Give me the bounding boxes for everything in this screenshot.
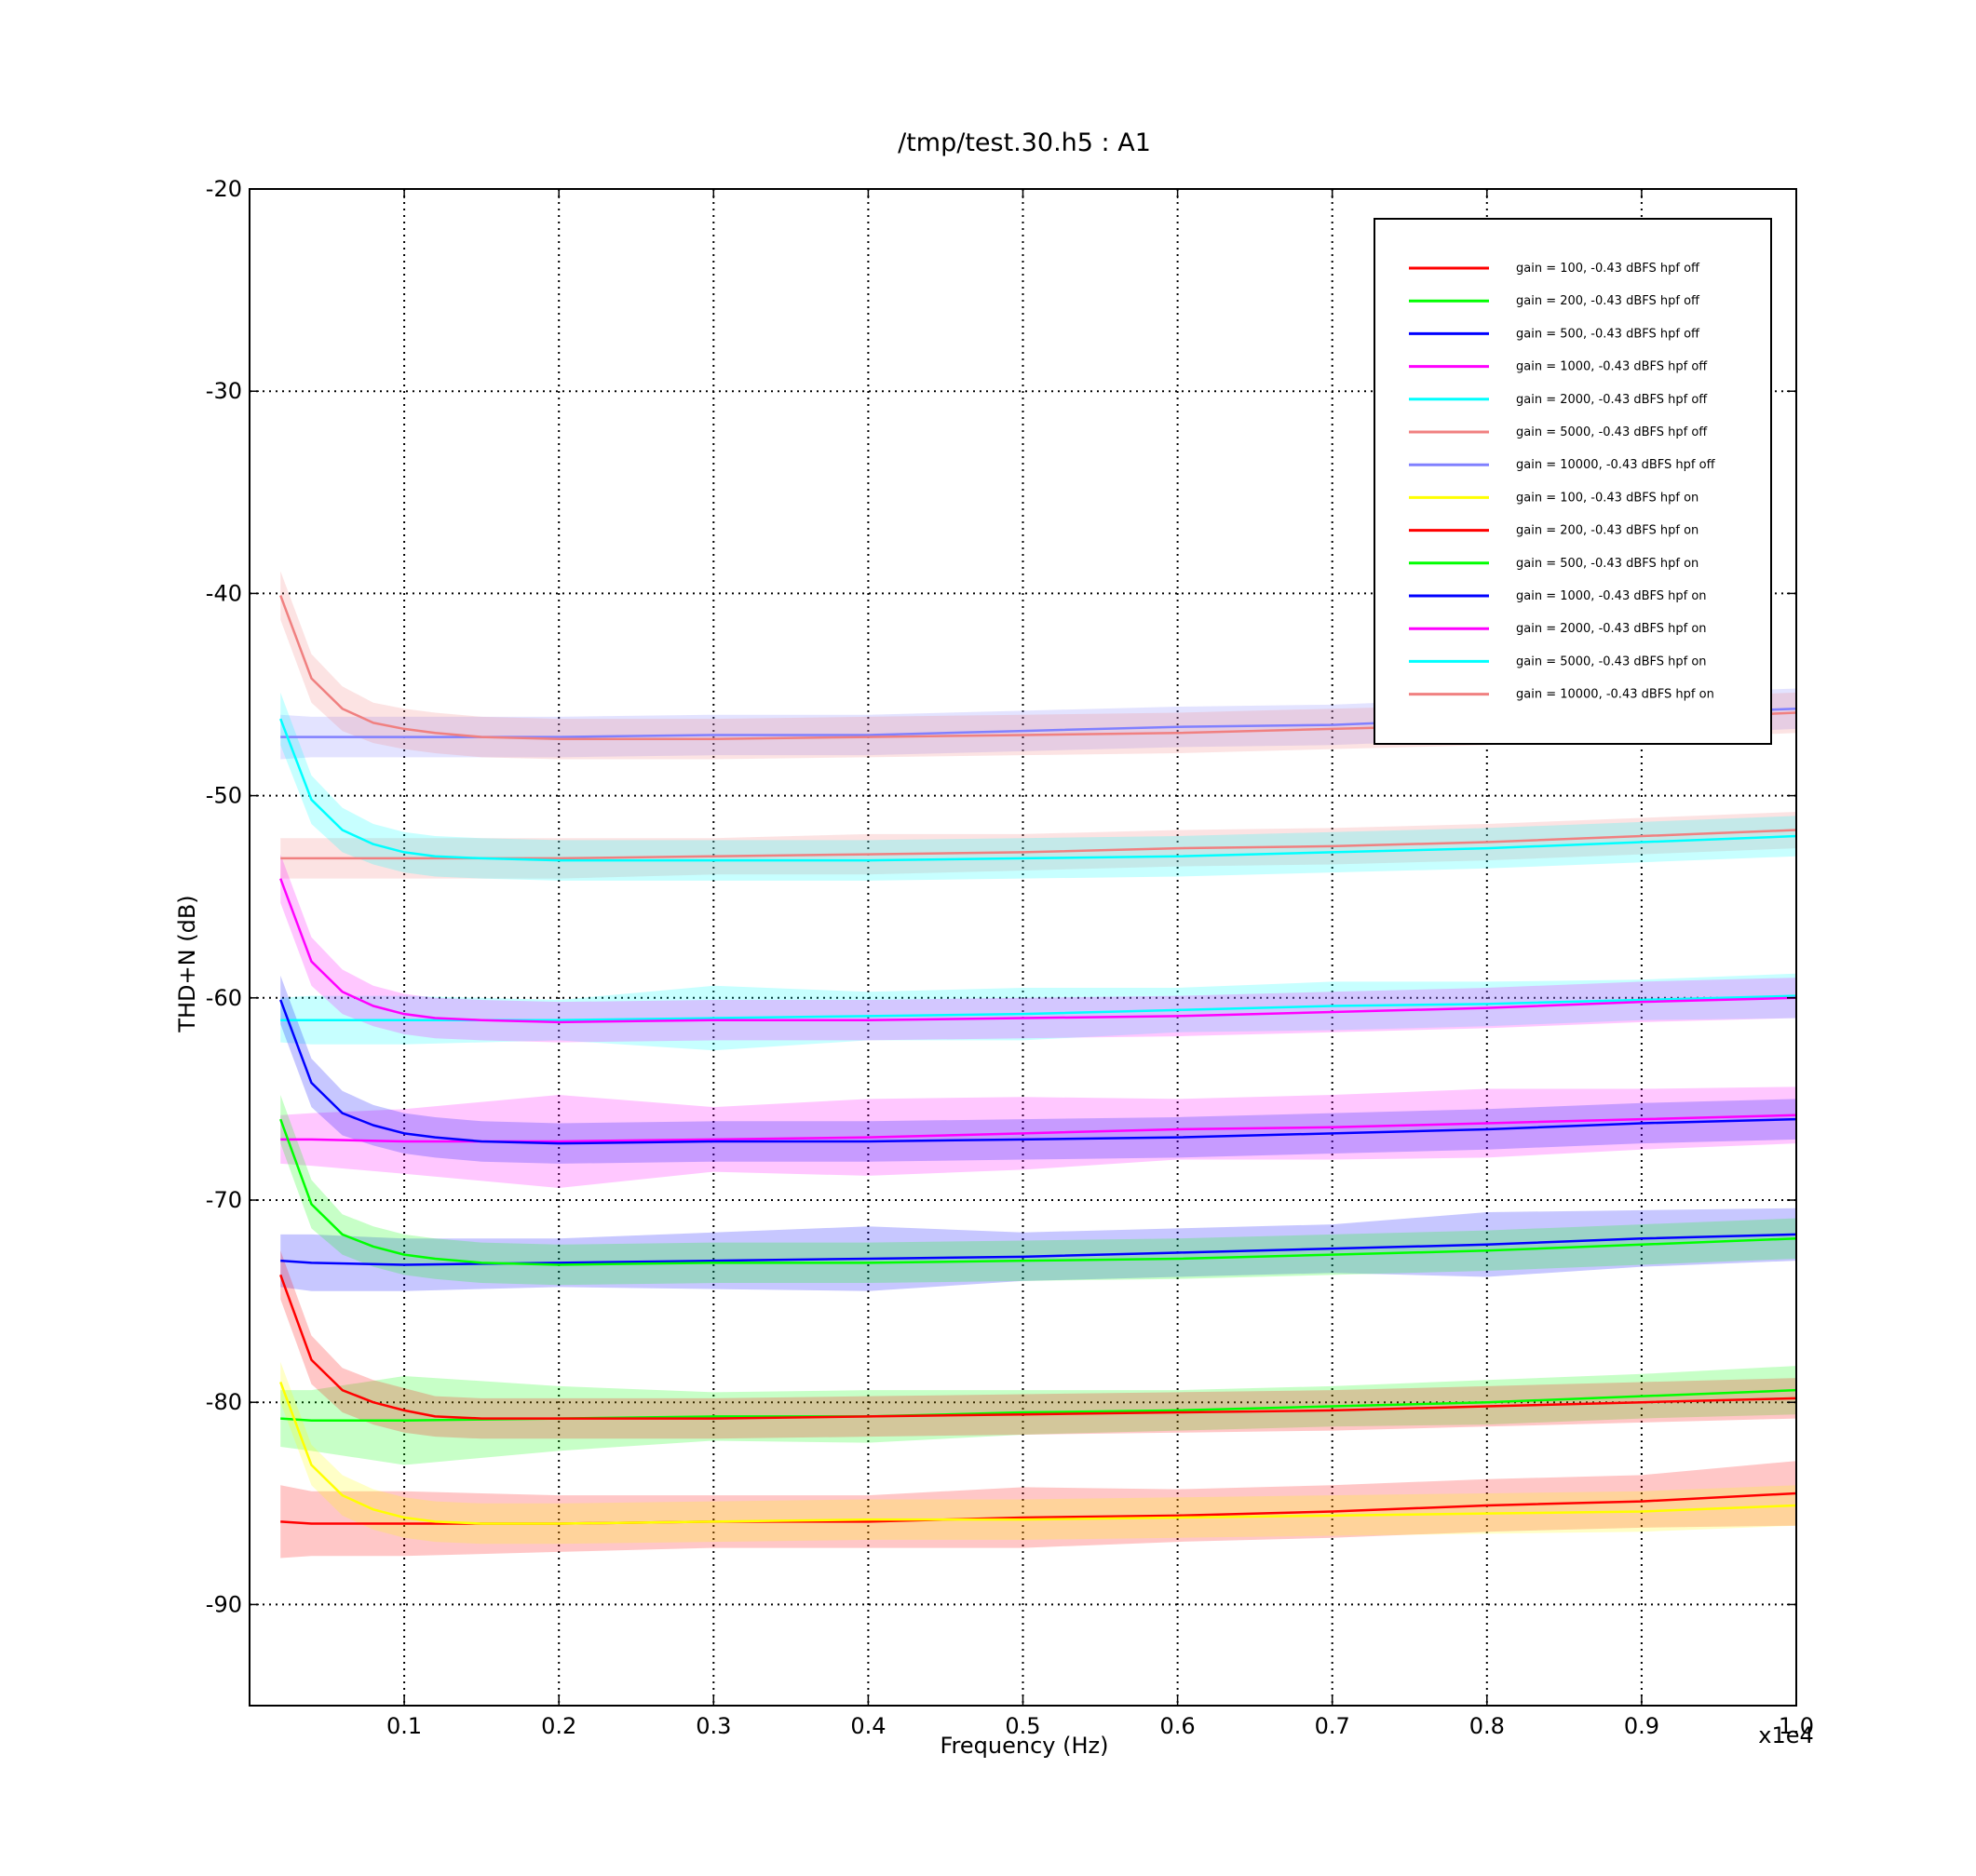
y-tick-label: -20 <box>206 176 242 202</box>
series-line-3 <box>280 1233 1797 1266</box>
legend-entry-label: gain = 10000, -0.43 dBFS hpf off <box>1516 458 1716 472</box>
series-line-10 <box>279 1118 1797 1266</box>
series-band-8 <box>280 1361 1797 1545</box>
x-tick-label: 0.9 <box>1624 1713 1659 1739</box>
series-band-3 <box>280 1208 1797 1291</box>
y-tick-label: -90 <box>206 1591 242 1617</box>
series-band-11 <box>280 975 1797 1164</box>
legend-entry-label: gain = 200, -0.43 dBFS hpf off <box>1516 294 1700 308</box>
x-tick-label: 0.5 <box>1005 1713 1040 1739</box>
series-line-9 <box>279 1274 1797 1420</box>
legend-entry-label: gain = 5000, -0.43 dBFS hpf off <box>1516 425 1708 439</box>
legend-entry-label: gain = 1000, -0.43 dBFS hpf off <box>1516 360 1708 374</box>
legend-entry-label: gain = 2000, -0.43 dBFS hpf on <box>1516 622 1707 636</box>
legend-entry-label: gain = 5000, -0.43 dBFS hpf on <box>1516 655 1707 668</box>
chart-title: /tmp/test.30.h5 : A1 <box>898 128 1151 157</box>
series-lines <box>279 595 1797 1525</box>
legend-entry-label: gain = 200, -0.43 dBFS hpf on <box>1516 524 1699 538</box>
y-tick-label: -30 <box>206 378 242 404</box>
series-band-4 <box>280 1086 1797 1188</box>
series-band-2 <box>280 1366 1797 1465</box>
legend-entry-label: gain = 500, -0.43 dBFS hpf on <box>1516 557 1699 571</box>
y-tick-label: -50 <box>206 783 242 809</box>
series-line-12 <box>279 878 1797 1024</box>
x-tick-label: 0.6 <box>1160 1713 1196 1739</box>
y-tick-label: -70 <box>206 1187 242 1213</box>
x-axis-label: Frequency (Hz) <box>941 1733 1109 1759</box>
x-tick-label: 0.7 <box>1315 1713 1350 1739</box>
series-band-13 <box>280 692 1797 881</box>
plot-area <box>250 188 1797 1706</box>
x-tick-label: 1.0 <box>1779 1713 1814 1739</box>
legend-entry-label: gain = 2000, -0.43 dBFS hpf off <box>1516 393 1708 407</box>
legend-entry-label: gain = 500, -0.43 dBFS hpf off <box>1516 327 1700 341</box>
series-band-10 <box>280 1095 1797 1286</box>
series-line-8 <box>279 1382 1797 1525</box>
series-line-5 <box>280 994 1797 1021</box>
y-tick-label: -60 <box>206 985 242 1011</box>
legend-entry-label: gain = 1000, -0.43 dBFS hpf on <box>1516 589 1707 603</box>
x-tick-label: 0.8 <box>1469 1713 1505 1739</box>
series-band-6 <box>280 811 1797 879</box>
legend: gain = 100, -0.43 dBFS hpf off gain = 200… <box>1374 218 1772 745</box>
series-line-4 <box>280 1113 1797 1143</box>
y-axis-label: THD+N (dB) <box>174 895 200 1032</box>
confidence-bands <box>280 571 1797 1559</box>
x-multiplier-label: x1e4 <box>1758 1722 1814 1748</box>
series-band-12 <box>280 854 1797 1043</box>
legend-box <box>1374 218 1772 745</box>
series-band-1 <box>280 1461 1797 1559</box>
series-band-5 <box>280 973 1797 1051</box>
x-tick-label: 0.3 <box>696 1713 731 1739</box>
y-tick-label: -40 <box>206 580 242 606</box>
legend-entry-label: gain = 100, -0.43 dBFS hpf off <box>1516 262 1700 276</box>
legend-entry-label: gain = 100, -0.43 dBFS hpf on <box>1516 491 1699 505</box>
x-tick-label: 0.4 <box>850 1713 886 1739</box>
x-tick-label: 0.2 <box>541 1713 576 1739</box>
series-line-11 <box>279 999 1797 1145</box>
y-tick-label: -80 <box>206 1389 242 1415</box>
series-band-9 <box>280 1250 1797 1439</box>
x-tick-label: 0.1 <box>386 1713 422 1739</box>
series-line-6 <box>280 829 1797 860</box>
series-line-13 <box>279 718 1797 862</box>
axis-ticks: 0.1 0.2 0.3 0.4 0.5 0.6 0.7 0.8 0.9 1.0 -90 -80 -70 -… <box>206 176 1814 1739</box>
legend-entry-label: gain = 10000, -0.43 dBFS hpf on <box>1516 688 1714 702</box>
